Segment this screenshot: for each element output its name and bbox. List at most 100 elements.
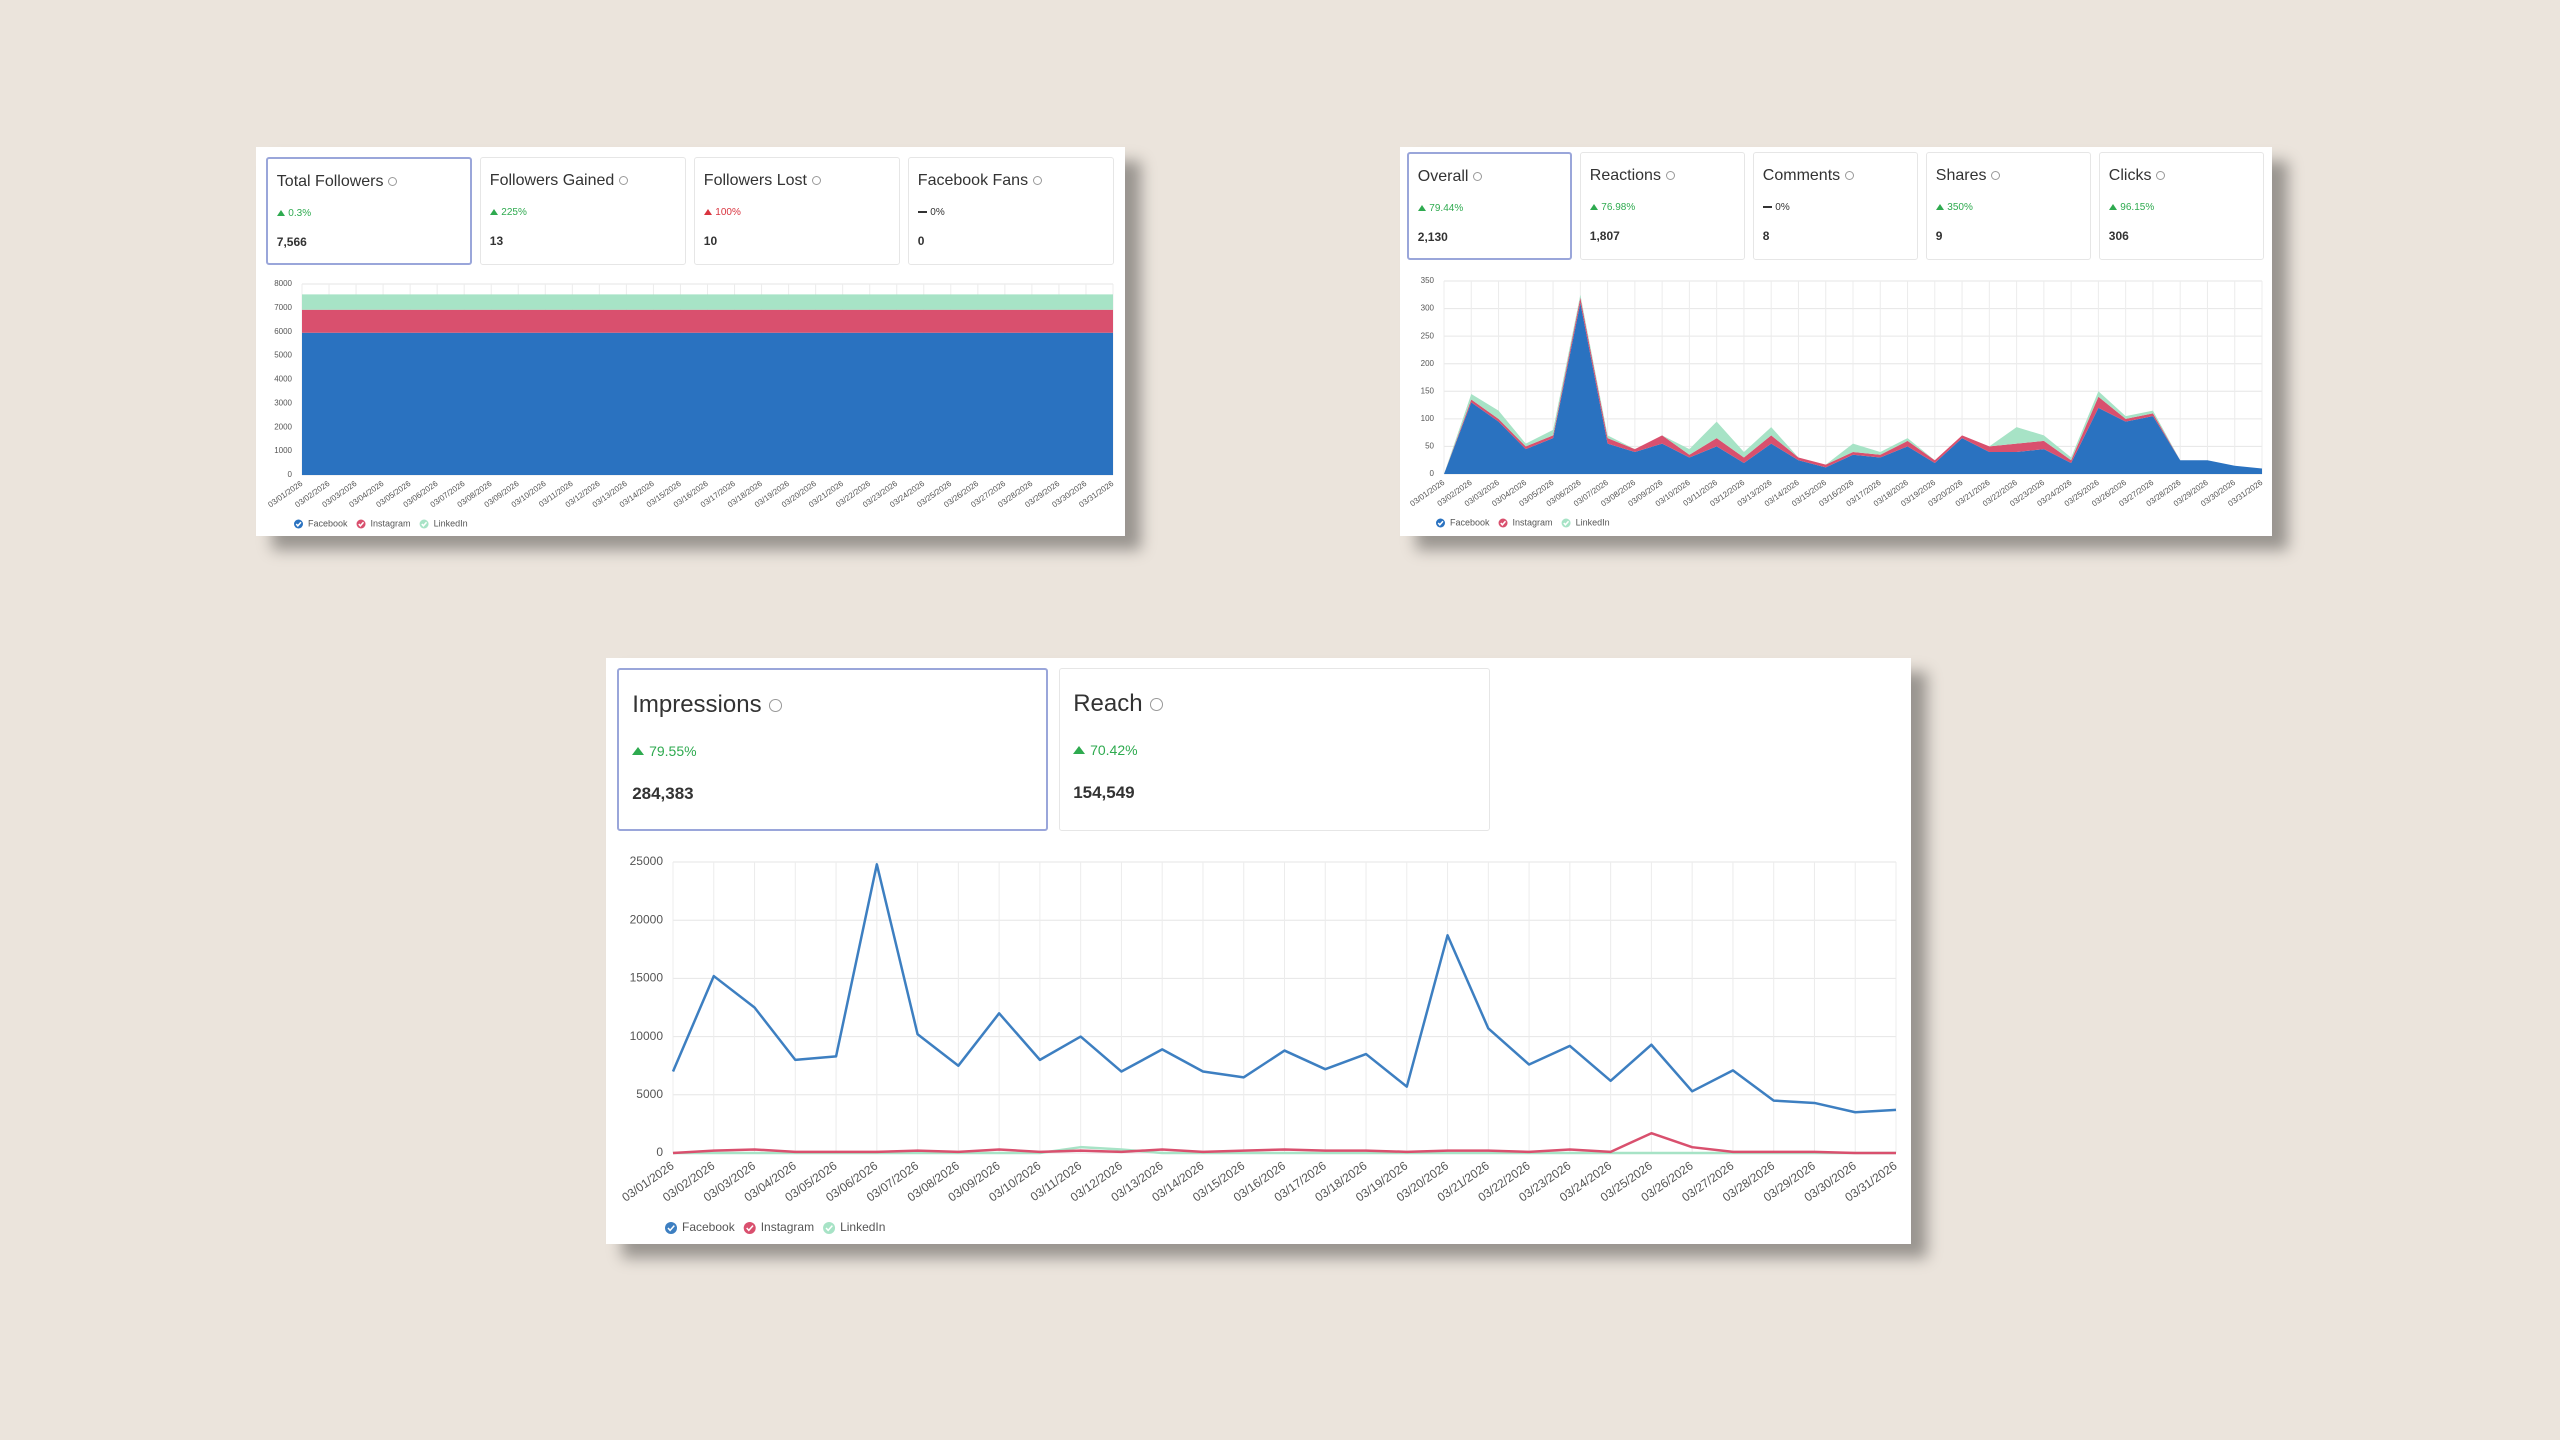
kpi-card[interactable]: Followers Lost 100% 10 [694,157,900,265]
y-tick-label: 5000 [274,351,292,360]
legend-check [746,1225,754,1232]
trend-icon [917,211,927,214]
legend-check [1500,520,1507,526]
kpi-title: Followers Gained [490,172,628,190]
y-tick-label: 20000 [630,912,664,926]
change-text: 100% [715,206,741,218]
y-tick-label: 150 [1421,386,1435,395]
kpi-change: 96.15% [2108,201,2155,213]
legend-check [667,1225,675,1232]
kpi-title: Impressions [632,691,781,719]
y-tick-label: 25000 [630,854,664,868]
y-tick-label: 10000 [630,1029,664,1043]
kpi-value: 13 [489,233,504,248]
area [1444,303,2262,474]
legend-label: LinkedIn [434,518,468,528]
change-text: 79.55% [649,743,697,760]
kpi-change: 79.55% [632,743,697,760]
area [302,309,1113,333]
kpi-value: 10 [703,233,718,248]
legend-label: Facebook [1450,517,1490,527]
y-tick-label: 8000 [274,279,292,288]
y-tick-label: 300 [1421,304,1435,313]
change-text: 225% [501,206,527,218]
kpi-change: 76.98% [1589,202,1635,213]
area [302,294,1113,310]
kpi-value: 1,807 [1589,228,1620,243]
y-tick-label: 50 [1425,442,1434,451]
trend-icon [276,210,285,217]
y-tick-label: 15000 [630,971,664,985]
legend-check [421,521,428,527]
kpi-title: Total Followers [277,173,398,191]
kpi-card[interactable]: Total Followers 0.3% 7,566 [266,157,472,265]
kpi-title: Reactions [1590,167,1675,185]
change-text: 0.3% [288,207,312,219]
trend-icon [632,747,645,756]
kpi-card[interactable]: Impressions 79.55% 284,383 [617,668,1048,831]
legend-check [825,1225,833,1232]
legend-check [358,521,365,527]
kpi-change: 0% [1762,201,1790,213]
chart: 05010015020025030035003/01/202603/02/202… [1408,276,2265,528]
kpi-title: Comments [1763,167,1854,185]
kpi-value: 7,566 [276,234,307,249]
trend-icon [1589,204,1598,211]
legend-label: LinkedIn [840,1220,885,1234]
change-text: 350% [1947,201,1973,213]
legend-label: Instagram [1513,517,1553,527]
trend-icon [489,209,498,216]
kpi-change: 225% [489,206,527,218]
kpi-change: 70.42% [1073,742,1138,759]
change-text: 96.15% [2120,201,2155,213]
trend-icon [1935,204,1944,211]
kpi-value: 154,549 [1073,783,1135,803]
trend-icon [2108,204,2117,211]
kpi-value: 8 [1762,228,1770,243]
kpi-card[interactable]: Reactions 76.98% 1,807 [1580,152,1745,260]
legend-label: LinkedIn [1576,517,1610,527]
kpi-card[interactable]: Comments 0% 8 [1753,152,1918,260]
kpi-title: Clicks [2109,167,2166,185]
y-tick-label: 250 [1421,331,1435,340]
kpi-value: 9 [1935,228,1943,243]
y-tick-label: 3000 [274,398,292,407]
kpi-title: Followers Lost [704,172,821,190]
trend-icon [1073,746,1086,755]
y-tick-label: 6000 [274,327,292,336]
legend-check [1437,520,1444,526]
kpi-card[interactable]: Overall 79.44% 2,130 [1407,152,1572,260]
y-tick-label: 0 [288,470,293,479]
legend-swatch [823,1222,836,1234]
kpi-value: 2,130 [1417,229,1448,244]
kpi-card[interactable]: Reach 70.42% 154,549 [1059,668,1490,831]
legend-label: Facebook [682,1220,736,1234]
legend-swatch [743,1222,756,1234]
kpi-change: 350% [1935,201,1973,213]
legend-label: Instagram [371,518,411,528]
kpi-card[interactable]: Shares 350% 9 [1926,152,2091,260]
y-tick-label: 4000 [274,375,292,384]
panel: Overall 79.44% 2,130 Reactions 76.98% 1,807 Co… [1400,147,2272,536]
panel: Total Followers 0.3% 7,566 Followers Gained… [256,147,1125,536]
kpi-card[interactable]: Followers Gained 225% 13 [480,157,686,265]
legend-check [1563,520,1570,526]
change-text: 0% [930,206,945,218]
change-text: 70.42% [1090,742,1138,759]
legend-label: Facebook [308,518,348,528]
line [671,863,1897,1114]
y-tick-label: 1000 [274,446,292,455]
area [302,332,1113,475]
change-text: 79.44% [1429,202,1464,214]
change-text: 0% [1775,201,1790,213]
y-tick-label: 0 [1430,469,1435,478]
kpi-card[interactable]: Clicks 96.15% 306 [2099,152,2264,260]
y-tick-label: 200 [1421,359,1435,368]
y-tick-label: 7000 [274,303,292,312]
kpi-change: 79.44% [1417,202,1464,214]
kpi-card[interactable]: Facebook Fans 0% 0 [908,157,1114,265]
y-tick-label: 350 [1421,276,1435,285]
kpi-title: Reach [1073,690,1162,718]
